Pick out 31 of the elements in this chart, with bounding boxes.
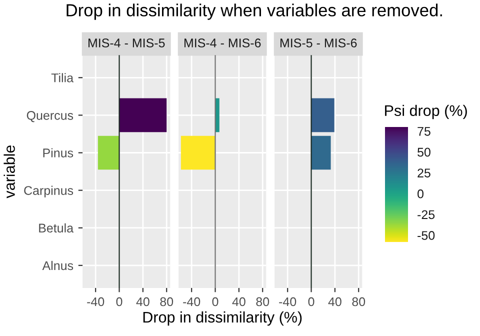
y-tick-label: Tilia	[51, 73, 74, 82]
x-tick-label: 40	[136, 297, 150, 306]
x-axis-title: Drop in dissimilarity (%)	[143, 311, 302, 326]
x-tick-label: -40	[279, 297, 296, 306]
chart-title: MIS-5 - MIS-6	[280, 38, 357, 48]
x-tick-label: 80	[256, 297, 270, 306]
y-axis-title: variable	[4, 145, 15, 198]
x-tick-label: 40	[328, 297, 342, 306]
x-tick-label: -40	[183, 297, 200, 306]
chart-title: MIS-4 - MIS-6	[184, 38, 261, 48]
x-tick-label: 0	[308, 297, 314, 306]
color-bar-label: 50	[418, 148, 430, 157]
color-bar-label: -25	[418, 210, 435, 220]
y-tick-label: Pinus	[43, 148, 74, 158]
color-bar-label: 0	[418, 189, 424, 198]
y-tick-label: Betula	[39, 223, 74, 233]
x-tick-label: -40	[87, 297, 104, 306]
x-tick-label: 0	[212, 297, 218, 306]
color-bar-label: -50	[418, 231, 435, 240]
x-tick-label: 0	[116, 297, 122, 306]
x-tick-label: 80	[160, 297, 174, 306]
color-bar-label: 25	[418, 168, 430, 178]
x-tick-label: 80	[352, 297, 366, 306]
color-bar-title: Psi drop (%)	[385, 104, 467, 120]
color-bar-label: 75	[418, 127, 430, 136]
y-tick-label: Quercus	[26, 110, 74, 122]
text: Drop in dissimilarity when variables are removed.	[66, 4, 442, 20]
y-tick-label: Carpinus	[24, 186, 74, 198]
chart-title: MIS-4 - MIS-5	[88, 38, 165, 48]
x-tick-label: 40	[232, 297, 246, 306]
y-tick-label: Alnus	[42, 260, 74, 270]
